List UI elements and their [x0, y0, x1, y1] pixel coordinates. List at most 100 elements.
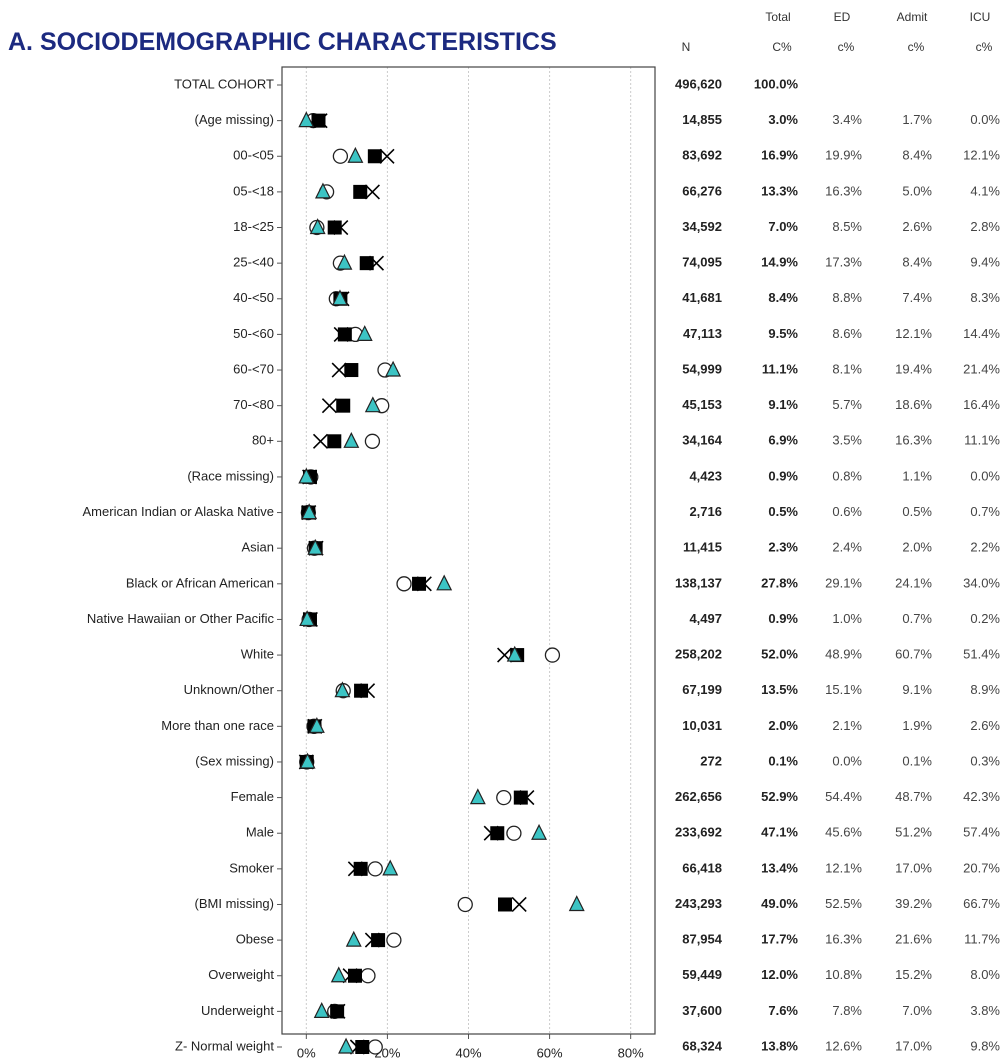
category-label: (Race missing) — [187, 468, 274, 483]
triangle-marker — [298, 111, 315, 128]
value-cell: 14.9% — [761, 255, 798, 270]
triangle-marker — [308, 716, 325, 733]
value-cell: 5.0% — [902, 183, 932, 198]
value-cell: 52.9% — [761, 789, 798, 804]
triangle-marker — [343, 431, 360, 448]
value-cell: 6.9% — [768, 433, 798, 448]
category-label: Black or African American — [126, 575, 274, 590]
triangle-marker — [506, 645, 523, 662]
x-tick-label: 40% — [455, 1045, 481, 1060]
value-cell: 1.7% — [902, 112, 932, 127]
n-value: 45,153 — [682, 397, 722, 412]
value-cell: 66.7% — [963, 896, 1000, 911]
value-cell: 17.3% — [825, 255, 862, 270]
square-marker — [330, 1004, 345, 1019]
value-cell: 47.1% — [761, 825, 798, 840]
value-cell: 57.4% — [963, 825, 1000, 840]
value-cell: 20.7% — [963, 860, 1000, 875]
value-cell: 9.8% — [970, 1038, 1000, 1053]
n-value: 4,423 — [689, 468, 722, 483]
value-cell: 15.1% — [825, 682, 862, 697]
value-cell: 8.0% — [970, 967, 1000, 982]
category-label: TOTAL COHORT — [174, 76, 274, 91]
value-cell: 2.3% — [768, 540, 798, 555]
value-cell: 21.4% — [963, 361, 1000, 376]
square-marker — [497, 897, 512, 912]
category-label: (Sex missing) — [195, 753, 274, 768]
n-value: 47,113 — [683, 326, 722, 341]
value-cell: 8.3% — [970, 290, 1000, 305]
value-cell: 7.4% — [902, 290, 932, 305]
n-value: 54,999 — [682, 361, 722, 376]
value-cell: 15.2% — [895, 967, 932, 982]
triangle-marker — [385, 360, 402, 377]
category-label: (Age missing) — [195, 112, 274, 127]
triangle-marker — [345, 930, 362, 947]
triangle-marker — [364, 396, 381, 413]
value-cell: 0.0% — [970, 468, 1000, 483]
triangle-marker — [301, 503, 318, 520]
category-label: Underweight — [201, 1003, 274, 1018]
value-cell: 19.9% — [825, 148, 862, 163]
value-cell: 0.5% — [768, 504, 798, 519]
value-cell: 1.1% — [902, 468, 932, 483]
value-cell: 9.4% — [970, 255, 1000, 270]
category-label: Male — [246, 825, 274, 840]
n-value: 243,293 — [675, 896, 722, 911]
value-cell: 12.1% — [963, 148, 1000, 163]
n-value: 83,692 — [682, 148, 722, 163]
square-marker — [337, 327, 352, 342]
value-cell: 8.5% — [832, 219, 862, 234]
value-cell: 3.5% — [832, 433, 862, 448]
triangle-marker — [334, 681, 351, 698]
x-marker — [312, 433, 329, 449]
n-value: 87,954 — [682, 932, 723, 947]
value-cell: 17.0% — [895, 1038, 932, 1053]
square-marker — [355, 1040, 370, 1054]
value-cell: 12.1% — [825, 860, 862, 875]
triangle-marker — [313, 1002, 330, 1018]
column-header: ED — [834, 10, 851, 24]
n-value: 59,449 — [682, 967, 722, 982]
category-label: 70-<80 — [233, 397, 274, 412]
value-cell: 0.9% — [768, 468, 798, 483]
n-value: 4,497 — [689, 611, 722, 626]
value-cell: 12.0% — [761, 967, 798, 982]
n-value: 68,324 — [682, 1038, 723, 1053]
value-cell: 11.1% — [762, 361, 799, 376]
value-cell: 19.4% — [895, 361, 932, 376]
triangle-marker — [299, 752, 316, 769]
category-label: 80+ — [252, 433, 274, 448]
circle-marker — [367, 1039, 383, 1055]
category-label: More than one race — [161, 718, 274, 733]
value-cell: 100.0% — [754, 76, 799, 91]
column-unit: c% — [908, 40, 925, 54]
n-value: 34,592 — [682, 219, 722, 234]
value-cell: 1.0% — [832, 611, 862, 626]
triangle-marker — [309, 218, 326, 235]
square-marker — [327, 434, 342, 449]
value-cell: 7.8% — [832, 1003, 862, 1018]
n-value: 14,855 — [682, 112, 722, 127]
value-cell: 16.4% — [963, 397, 1000, 412]
n-value: 37,600 — [682, 1003, 722, 1018]
value-cell: 8.9% — [970, 682, 1000, 697]
value-cell: 12.6% — [825, 1038, 862, 1053]
category-label: 50-<60 — [233, 326, 274, 341]
value-cell: 9.5% — [768, 326, 798, 341]
triangle-marker — [314, 182, 331, 199]
value-cell: 51.4% — [963, 647, 1000, 662]
category-label: Overweight — [208, 967, 274, 982]
square-marker — [347, 968, 362, 983]
value-cell: 2.1% — [832, 718, 862, 733]
value-cell: 27.8% — [761, 575, 798, 590]
circle-marker — [544, 647, 561, 663]
triangle-marker — [382, 859, 399, 876]
value-cell: 12.1% — [895, 326, 932, 341]
value-cell: 39.2% — [895, 896, 932, 911]
value-cell: 29.1% — [825, 575, 862, 590]
square-marker — [353, 184, 368, 199]
value-cell: 5.7% — [832, 397, 862, 412]
category-label: Unknown/Other — [184, 682, 275, 697]
triangle-marker — [568, 895, 585, 912]
